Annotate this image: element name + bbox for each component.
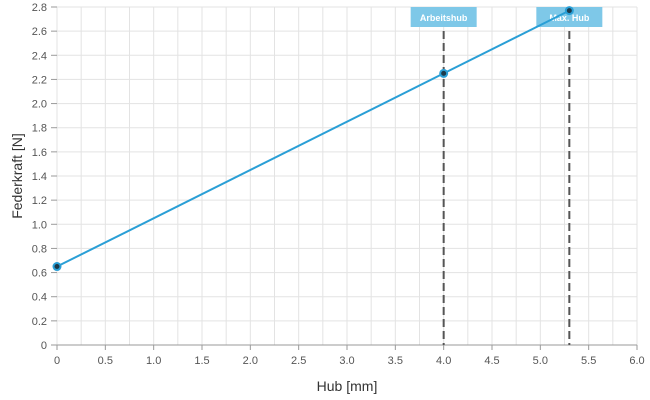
x-tick-label: 5.0 (533, 355, 548, 367)
x-tick-label: 3.0 (339, 355, 354, 367)
marker-label: Max. Hub (549, 13, 590, 23)
y-tick-label: 1.2 (32, 195, 47, 207)
series-layer (52, 6, 574, 272)
marker-label-box (536, 7, 603, 27)
y-tick-label: 1.8 (32, 123, 47, 135)
y-tick-label: 1.4 (32, 171, 47, 183)
x-tick-label: 2.5 (291, 355, 306, 367)
y-tick-label: 2.0 (32, 99, 47, 111)
data-point (52, 262, 62, 272)
y-tick-label: 2.4 (32, 50, 47, 62)
x-axis-ticks: 0 0.5 1.0 1.5 2.0 2.5 3.0 3.5 4.0 4.5 5.0 5.5 6.0 (54, 345, 645, 367)
y-tick-label: 2.6 (32, 26, 47, 38)
data-point (439, 68, 449, 78)
x-tick-label: 2.0 (243, 355, 258, 367)
y-tick-label: 2.8 (32, 2, 47, 14)
x-axis-title: Hub [mm] (317, 378, 378, 394)
y-tick-label: 0.6 (32, 268, 47, 280)
marker-label: Arbeitshub (420, 13, 468, 23)
x-tick-label: 3.5 (388, 355, 403, 367)
stroke-markers: Arbeitshub Max. Hub (410, 7, 603, 345)
x-tick-label: 4.0 (436, 355, 451, 367)
x-tick-label: 6.0 (629, 355, 644, 367)
marker-label-box (410, 7, 477, 27)
y-axis-title: Federkraft [N] (9, 133, 25, 219)
grid (56, 6, 638, 346)
data-point (564, 6, 574, 16)
y-tick-label: 2.2 (32, 74, 47, 86)
x-tick-label: 1.5 (194, 355, 209, 367)
y-tick-label: 0.4 (32, 292, 47, 304)
y-tick-label: 0.8 (32, 243, 47, 255)
x-tick-label: 0.5 (98, 355, 113, 367)
y-tick-label: 1.6 (32, 147, 47, 159)
x-tick-label: 0 (54, 355, 60, 367)
y-tick-label: 0 (41, 340, 47, 352)
y-axis-ticks: 0 0.2 0.4 0.6 0.8 1.0 1.2 1.4 1.6 1.8 2.0 2.2 2.4 2.6… (32, 2, 57, 352)
x-tick-label: 4.5 (484, 355, 499, 367)
y-tick-label: 1.0 (32, 219, 47, 231)
y-tick-label: 0.2 (32, 316, 47, 328)
x-tick-label: 5.5 (581, 355, 596, 367)
x-tick-label: 1.0 (146, 355, 161, 367)
